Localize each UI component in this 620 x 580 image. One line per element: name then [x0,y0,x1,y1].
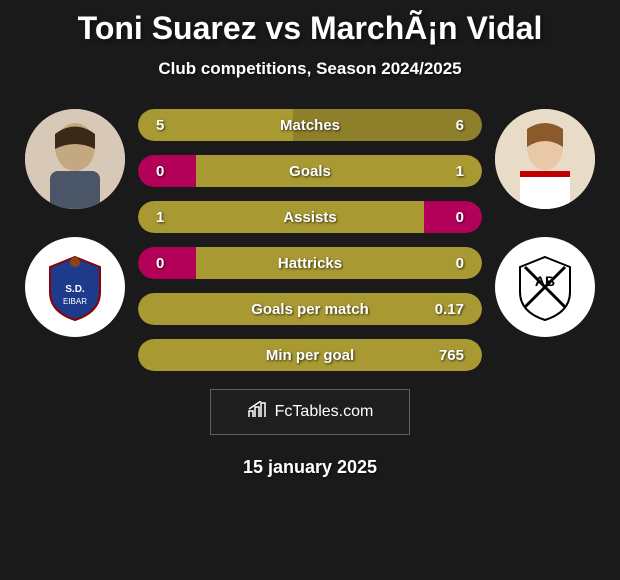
svg-text:S.D.: S.D. [65,284,85,295]
stat-label-container: 1 Assists 0 [138,201,482,233]
stat-name-label: Min per goal [266,347,354,364]
subtitle: Club competitions, Season 2024/2025 [158,59,461,79]
stat-right-value: 1 [456,163,464,180]
player-left-avatar [25,109,125,209]
stat-bar-assists: 1 Assists 0 [138,201,482,233]
player-left-col: S.D. EIBAR [20,109,130,337]
date-label: 15 january 2025 [243,457,377,478]
svg-text:EIBAR: EIBAR [63,297,87,306]
stat-left-value: 5 [156,117,164,134]
stat-name-label: Hattricks [278,255,342,272]
stat-right-value: 0 [456,255,464,272]
stat-name-label: Assists [283,209,336,226]
stat-name-label: Goals per match [251,301,369,318]
stat-right-value: 0.17 [435,301,464,318]
stat-label-container: 5 Matches 6 [138,109,482,141]
player-right-avatar [495,109,595,209]
stat-label-container: Min per goal 765 [138,339,482,371]
player-left-team-badge: S.D. EIBAR [25,237,125,337]
player-right-col: AB [490,109,600,337]
stat-left-value: 0 [156,163,164,180]
player-right-team-badge: AB [495,237,595,337]
chart-icon [247,401,269,424]
watermark-text: FcTables.com [275,403,374,421]
stat-left-value: 1 [156,209,164,226]
stat-bar-hattricks: 0 Hattricks 0 [138,247,482,279]
stat-bar-goals: 0 Goals 1 [138,155,482,187]
svg-text:AB: AB [535,273,555,289]
comparison-container: Toni Suarez vs MarchÃ¡n Vidal Club compe… [0,0,620,580]
stat-name-label: Matches [280,117,340,134]
stat-label-container: 0 Goals 1 [138,155,482,187]
stat-right-value: 6 [456,117,464,134]
watermark-badge: FcTables.com [210,389,410,435]
stat-left-value: 0 [156,255,164,272]
stat-right-value: 765 [439,347,464,364]
stat-label-container: 0 Hattricks 0 [138,247,482,279]
stat-bar-matches: 5 Matches 6 [138,109,482,141]
stat-name-label: Goals [289,163,331,180]
stat-bar-goals-per-match: Goals per match 0.17 [138,293,482,325]
stat-label-container: Goals per match 0.17 [138,293,482,325]
stat-bar-min-per-goal: Min per goal 765 [138,339,482,371]
stats-column: 5 Matches 6 0 Goals 1 1 Assists 0 0 Hattricks 0 Goal… [130,109,490,371]
stat-right-value: 0 [456,209,464,226]
main-content: S.D. EIBAR 5 Matches 6 0 Goals 1 1 Assists 0 0 Hat… [0,109,620,371]
page-title: Toni Suarez vs MarchÃ¡n Vidal [78,10,543,47]
